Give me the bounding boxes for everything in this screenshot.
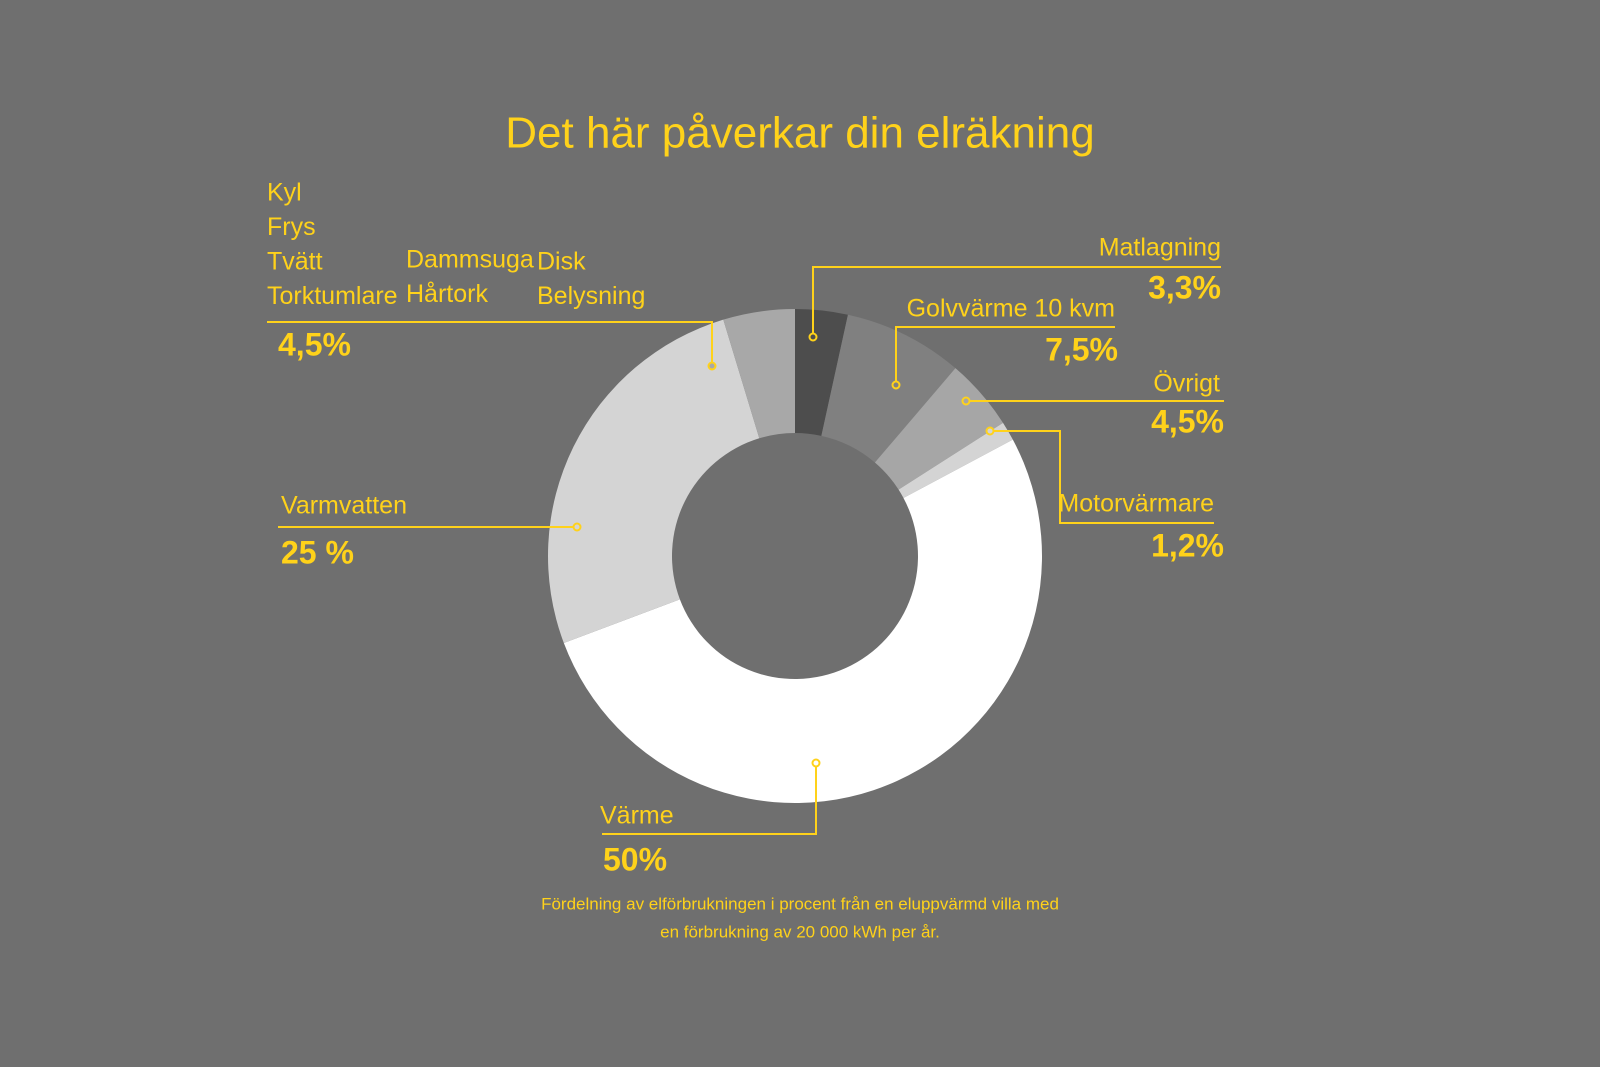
- slice-label: Frys: [267, 213, 316, 241]
- leader-line: [895, 326, 1115, 385]
- donut-slice: [723, 309, 795, 439]
- leader-line: [602, 763, 817, 835]
- slice-label: Varmvatten: [281, 492, 407, 520]
- leader-dot: [572, 522, 582, 532]
- slice-label: Belysning: [537, 282, 645, 310]
- leader-dot: [808, 332, 818, 342]
- value-label: 50%: [603, 841, 667, 877]
- value-label: 7,5%: [1045, 331, 1118, 367]
- leader-dot: [891, 380, 901, 390]
- slice-label: Disk: [537, 248, 586, 276]
- value-label: 4,5%: [278, 326, 351, 362]
- slice-label: Matlagning: [1099, 234, 1221, 262]
- value-label: 25 %: [281, 534, 354, 570]
- leader-line: [267, 321, 713, 366]
- donut-slice: [563, 439, 1042, 803]
- donut-slice: [874, 368, 1004, 490]
- slice-label: Hårtork: [406, 280, 488, 308]
- value-label: 4,5%: [1151, 403, 1224, 439]
- value-label: 1,2%: [1151, 527, 1224, 563]
- donut-slice: [821, 314, 956, 463]
- slice-label: Torktumlare: [267, 282, 398, 310]
- slice-label: Motorvärmare: [1058, 490, 1214, 518]
- slice-label: Övrigt: [1153, 370, 1220, 398]
- leader-line: [812, 266, 1221, 337]
- slice-label: Värme: [600, 802, 674, 830]
- chart-title: Det här påverkar din elräkning: [505, 109, 1094, 158]
- slice-label: Dammsuga: [406, 246, 534, 274]
- slice-label: Tvätt: [267, 248, 323, 276]
- leader-dot: [707, 361, 717, 371]
- caption: en förbrukning av 20 000 kWh per år.: [660, 922, 940, 941]
- donut-slice: [548, 319, 760, 644]
- slice-label: Kyl: [267, 179, 302, 207]
- leader-dot: [961, 396, 971, 406]
- leader-line: [990, 430, 1214, 524]
- leader-dot: [811, 758, 821, 768]
- caption: Fördelning av elförbrukningen i procent …: [541, 894, 1059, 913]
- slice-label: Golvvärme 10 kvm: [907, 295, 1115, 323]
- donut-slice: [898, 422, 1013, 499]
- value-label: 3,3%: [1148, 269, 1221, 305]
- leader-dot: [985, 426, 995, 436]
- donut-slice: [795, 309, 848, 436]
